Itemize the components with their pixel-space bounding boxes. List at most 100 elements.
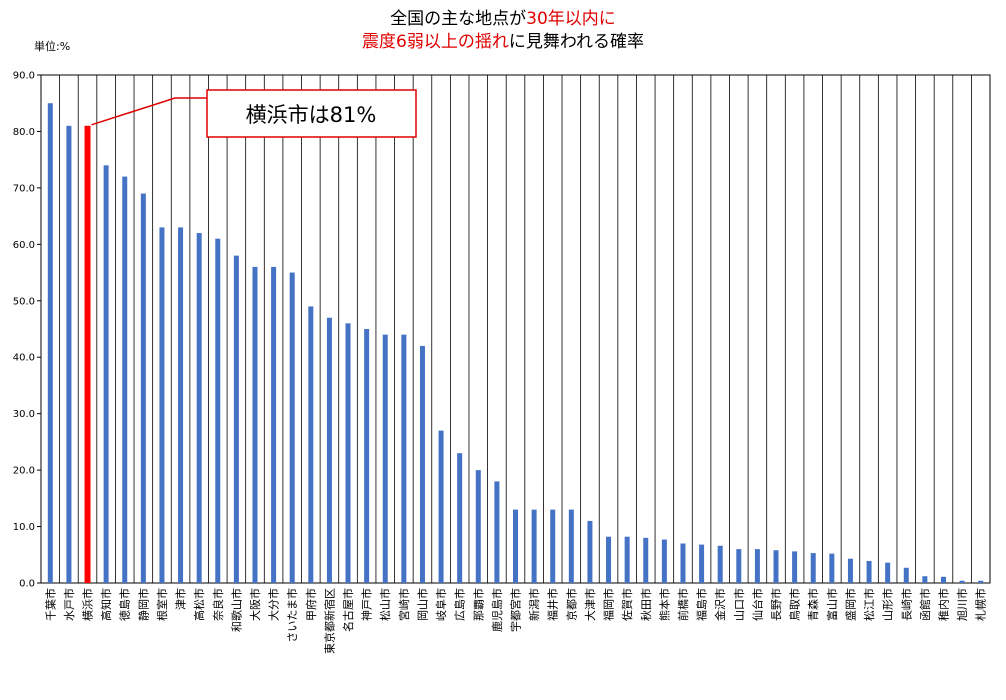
bar: [736, 549, 742, 583]
bar: [215, 238, 221, 583]
bar: [47, 103, 53, 583]
category-label: 佐賀市: [620, 588, 634, 621]
category-label: さいたま市: [285, 588, 299, 643]
bar: [419, 345, 425, 583]
category-label: 津市: [174, 588, 188, 610]
category-label: 松山市: [378, 588, 392, 621]
bar: [233, 255, 239, 583]
category-label: 旭川市: [955, 588, 969, 621]
bar: [866, 560, 872, 583]
category-label: 福島市: [695, 588, 709, 621]
bar: [494, 481, 500, 583]
category-label: 静岡市: [136, 588, 150, 621]
y-tick-label: 50.0: [13, 296, 35, 307]
category-label: 岐阜市: [434, 588, 448, 621]
title-line-2: 震度6弱以上の揺れに見舞われる確率: [0, 31, 1006, 54]
bar: [513, 509, 518, 583]
category-label: 那覇市: [471, 588, 485, 621]
plot-area: [40, 74, 991, 584]
category-label: 熊本市: [657, 588, 671, 621]
category-label: 高知市: [99, 588, 113, 621]
bar: [810, 553, 816, 583]
bar: [959, 580, 965, 583]
bar: [754, 549, 760, 583]
bar: [643, 537, 649, 583]
bar: [66, 125, 72, 584]
bar: [382, 334, 388, 583]
category-label: 東京都新宿区: [322, 588, 336, 654]
category-label: 大阪市: [248, 588, 262, 621]
y-tick-label: 80.0: [13, 127, 35, 138]
category-label: 前橋市: [676, 588, 690, 621]
bar: [587, 520, 593, 583]
bar: [903, 567, 909, 583]
bar: [847, 558, 853, 583]
category-label: 甲府市: [304, 588, 318, 621]
bar: [401, 334, 407, 583]
title-line-1-part-1: 全国の主な地点が: [390, 9, 527, 29]
bar: [364, 329, 370, 583]
title-line-1-part-2: 30年以内に: [526, 9, 616, 29]
category-label: 和歌山市: [229, 588, 243, 632]
category-label: 長野市: [769, 588, 783, 621]
category-label: 広島市: [453, 588, 467, 621]
y-tick-label: 40.0: [13, 353, 35, 364]
title-line-2-part-1: 震度6弱以上の揺れ: [362, 32, 509, 52]
callout-text: 横浜市は81%: [246, 103, 377, 127]
bar: [885, 562, 891, 583]
y-tick-label: 0.0: [19, 579, 35, 590]
y-tick-label: 10.0: [13, 522, 35, 533]
category-label: 富山市: [825, 588, 839, 621]
category-label: 名古屋市: [341, 588, 355, 632]
bar: [829, 553, 835, 583]
y-tick-label: 20.0: [13, 466, 35, 477]
category-label: 千葉市: [43, 588, 57, 621]
category-label: 福岡市: [602, 588, 616, 621]
bar: [438, 430, 444, 583]
category-label: 鳥取市: [788, 588, 802, 621]
category-label: 鹿児島市: [490, 588, 504, 632]
bar: [103, 165, 109, 584]
callout-box: [206, 89, 417, 138]
category-label: 根室市: [155, 588, 169, 621]
bar: [252, 266, 258, 583]
bar: [717, 545, 723, 583]
title-line-1: 全国の主な地点が30年以内に: [0, 8, 1006, 31]
bar: [568, 509, 574, 583]
category-label: 山口市: [732, 588, 746, 621]
bar-highlight: [84, 125, 91, 584]
category-label: 奈良市: [211, 588, 225, 621]
bar: [345, 323, 351, 583]
bar: [624, 536, 630, 583]
bar: [271, 266, 277, 583]
category-label: 宇都宮市: [509, 588, 523, 632]
category-label: 高松市: [192, 588, 206, 621]
category-label: 金沢市: [713, 588, 727, 621]
category-label: 青森市: [806, 588, 820, 621]
bar: [922, 576, 928, 583]
category-label: 神戸市: [360, 588, 374, 621]
bar: [550, 509, 556, 583]
bar: [178, 227, 184, 583]
bar: [326, 317, 332, 583]
bar: [606, 536, 612, 583]
bar: [773, 550, 779, 583]
y-tick-label: 90.0: [13, 71, 35, 82]
unit-label: 単位:%: [34, 40, 71, 53]
title-line-2-part-2: に見舞われる確率: [508, 32, 644, 52]
category-label: 徳島市: [118, 588, 132, 621]
bar: [159, 227, 165, 583]
category-label: 横浜市: [81, 588, 95, 621]
category-label: 京都市: [564, 588, 578, 621]
bar: [978, 580, 984, 583]
y-tick-label: 70.0: [13, 183, 35, 194]
bar: [122, 176, 128, 583]
callout-leader: [91, 97, 207, 126]
bar: [661, 539, 667, 583]
category-label: 水戸市: [62, 588, 76, 621]
bar: [196, 233, 202, 584]
y-tick-label: 60.0: [13, 240, 35, 251]
category-label: 札幌市: [974, 588, 988, 621]
bar: [531, 509, 537, 583]
